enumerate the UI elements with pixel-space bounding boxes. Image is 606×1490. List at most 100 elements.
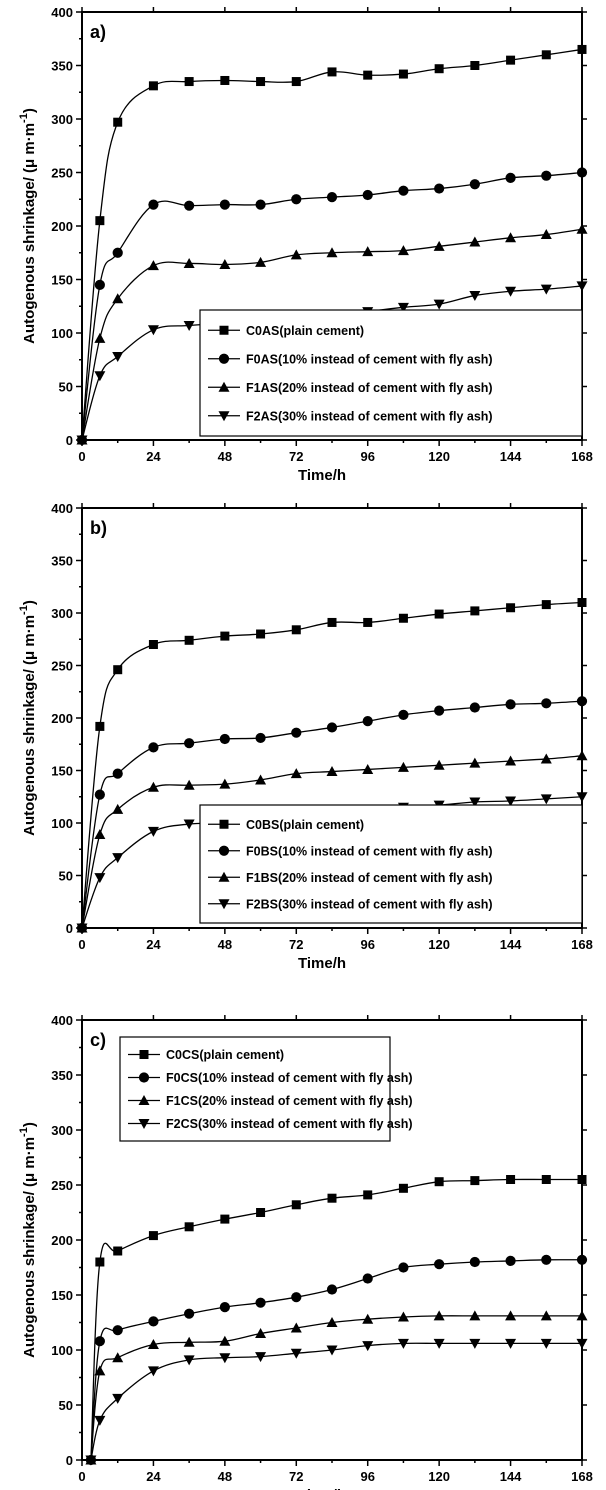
data-point bbox=[183, 819, 195, 830]
series-line bbox=[90, 1342, 582, 1461]
data-point bbox=[505, 1338, 517, 1349]
legend-marker bbox=[138, 1072, 150, 1083]
data-point bbox=[469, 236, 481, 247]
y-tick-label: 350 bbox=[51, 554, 73, 569]
data-point bbox=[433, 299, 445, 310]
data-point bbox=[147, 1366, 159, 1377]
data-point bbox=[148, 1316, 159, 1327]
x-tick-label: 72 bbox=[289, 1469, 303, 1484]
data-point bbox=[469, 797, 481, 808]
data-point bbox=[397, 1311, 409, 1322]
data-point bbox=[540, 284, 552, 295]
data-point bbox=[94, 279, 105, 290]
legend-entry-label: C0CS(plain cement) bbox=[166, 1048, 284, 1062]
y-tick-label: 0 bbox=[66, 1453, 73, 1468]
data-point bbox=[397, 302, 409, 313]
legend-marker bbox=[138, 1095, 150, 1105]
data-point bbox=[94, 332, 106, 343]
data-point bbox=[540, 1338, 552, 1349]
data-point bbox=[326, 722, 338, 733]
y-tick-label: 350 bbox=[51, 1068, 73, 1083]
legend-marker bbox=[138, 1119, 150, 1129]
data-point bbox=[256, 77, 266, 87]
data-point bbox=[540, 1310, 552, 1321]
data-point bbox=[112, 352, 124, 363]
legend-marker bbox=[218, 899, 230, 910]
data-point bbox=[362, 246, 374, 257]
y-tick-label: 0 bbox=[66, 921, 73, 936]
data-point bbox=[470, 606, 480, 616]
data-point bbox=[327, 67, 337, 77]
data-point bbox=[113, 665, 123, 675]
data-point bbox=[112, 1325, 123, 1336]
data-point bbox=[577, 598, 587, 607]
data-point bbox=[94, 829, 106, 840]
series-1 bbox=[77, 44, 587, 445]
legend-entry-label: F1CS(20% instead of cement with fly ash) bbox=[166, 1094, 413, 1108]
data-point bbox=[363, 1190, 373, 1200]
legend: C0BS(plain cement) F0BS(10% instead of ce… bbox=[199, 804, 583, 924]
data-point bbox=[470, 61, 480, 70]
legend-marker bbox=[218, 411, 230, 422]
legend-entry-label: F2AS(30% instead of cement with fly ash) bbox=[246, 409, 493, 423]
y-tick-label: 100 bbox=[51, 816, 73, 831]
data-point bbox=[112, 1393, 124, 1404]
data-point bbox=[363, 617, 373, 627]
data-point bbox=[433, 240, 445, 251]
data-point bbox=[505, 1255, 516, 1266]
data-point bbox=[505, 699, 516, 710]
legend-marker bbox=[218, 381, 230, 392]
data-point bbox=[398, 69, 408, 79]
data-point bbox=[506, 55, 516, 65]
data-point bbox=[291, 625, 301, 635]
data-point bbox=[219, 259, 231, 270]
series-2 bbox=[76, 167, 588, 446]
data-point bbox=[505, 232, 517, 243]
data-point bbox=[220, 1214, 230, 1224]
data-point bbox=[183, 1336, 195, 1347]
panel-label: b) bbox=[90, 518, 107, 538]
data-point bbox=[147, 260, 159, 271]
data-point bbox=[576, 1254, 588, 1265]
data-point bbox=[505, 796, 517, 807]
x-axis-title: Time/h bbox=[298, 955, 346, 972]
y-axis-title: Autogenous shrinkage/ (μ m·m-1) bbox=[18, 108, 38, 344]
legend-entry-label: C0AS(plain cement) bbox=[246, 324, 364, 338]
data-point bbox=[85, 1455, 97, 1466]
data-point bbox=[147, 781, 159, 792]
y-tick-label: 300 bbox=[51, 112, 73, 127]
y-tick-label: 50 bbox=[59, 380, 73, 395]
data-point bbox=[540, 794, 552, 805]
x-tick-label: 120 bbox=[428, 449, 450, 464]
data-point bbox=[112, 247, 123, 258]
data-point bbox=[433, 1338, 445, 1349]
data-point bbox=[540, 753, 552, 764]
series-line bbox=[81, 755, 583, 929]
data-point bbox=[506, 1175, 516, 1184]
data-point bbox=[397, 761, 409, 772]
data-point bbox=[219, 733, 230, 745]
y-tick-label: 200 bbox=[51, 219, 73, 234]
panel-label: a) bbox=[90, 22, 106, 42]
data-point bbox=[363, 70, 373, 80]
legend-entry-label: F2BS(30% instead of cement with fly ash) bbox=[246, 897, 493, 911]
data-point bbox=[541, 1175, 551, 1184]
legend-entry-label: F0CS(10% instead of cement with fly ash) bbox=[166, 1071, 413, 1085]
y-tick-label: 400 bbox=[51, 1013, 73, 1028]
data-point bbox=[256, 1208, 266, 1217]
series-3 bbox=[85, 1310, 588, 1465]
data-point bbox=[397, 245, 409, 256]
data-point bbox=[112, 293, 124, 304]
data-point bbox=[576, 1338, 588, 1349]
y-tick-label: 250 bbox=[51, 166, 73, 181]
data-point bbox=[220, 75, 230, 85]
legend: C0AS(plain cement) F0AS(10% instead of ce… bbox=[199, 309, 583, 437]
x-tick-label: 48 bbox=[218, 1469, 232, 1484]
data-point bbox=[541, 1254, 552, 1265]
data-point bbox=[576, 1310, 588, 1321]
legend-entry-label: F1AS(20% instead of cement with fly ash) bbox=[246, 381, 493, 395]
x-tick-label: 24 bbox=[146, 937, 161, 952]
data-point bbox=[219, 1302, 230, 1313]
x-tick-label: 24 bbox=[146, 1469, 161, 1484]
data-point bbox=[184, 200, 195, 211]
